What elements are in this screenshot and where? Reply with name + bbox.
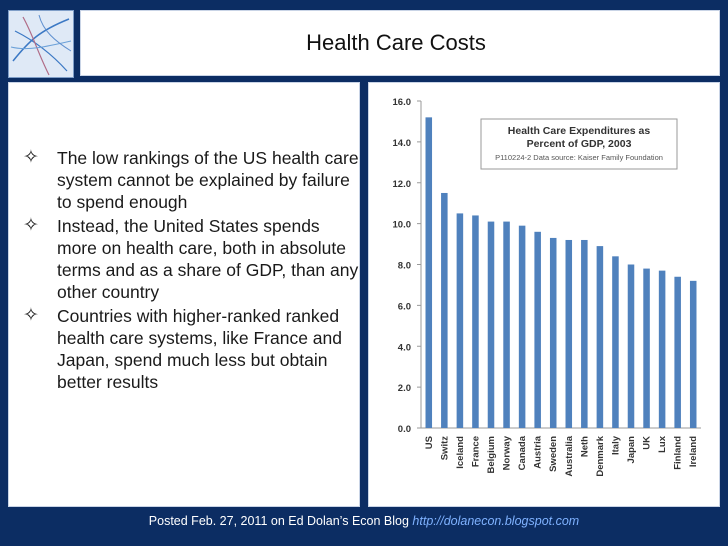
bar (425, 117, 433, 428)
chart-subtitle: P110224-2 Data source: Kaiser Family Fou… (495, 153, 663, 162)
x-tick-label: Austria (533, 435, 544, 468)
x-tick-label: Australia (564, 435, 575, 476)
bullet-item: ✧ Instead, the United States spends more… (19, 215, 359, 303)
chart-title: Percent of GDP, 2003 (527, 138, 632, 150)
diamond-bullet-icon: ✧ (23, 305, 39, 326)
slide-title: Health Care Costs (306, 30, 486, 55)
x-tick-label: Sweden (548, 436, 559, 472)
bar (674, 276, 681, 428)
diamond-bullet-icon: ✧ (23, 147, 39, 168)
x-tick-label: Lux (657, 435, 668, 453)
bar (518, 225, 526, 428)
footer-text: Posted Feb. 27, 2011 on Ed Dolan’s Econ … (148, 514, 409, 528)
x-tick-label: Belgium (486, 436, 497, 473)
x-tick-label: France (470, 436, 481, 467)
x-tick-label: Neth (579, 436, 590, 457)
x-tick-label: Italy (610, 435, 621, 455)
y-tick-label: 4.0 (398, 342, 411, 353)
bar (581, 239, 588, 428)
bar (456, 213, 464, 428)
bullet-text: Instead, the United States spends more o… (57, 216, 359, 302)
chart-title-box (480, 118, 678, 170)
x-tick-label: UK (642, 436, 653, 450)
x-tick-label: Denmark (595, 435, 606, 476)
bar (643, 268, 650, 428)
y-tick-label: 0.0 (398, 424, 411, 435)
y-tick-label: 14.0 (393, 138, 412, 149)
bullet-list: ✧ The low rankings of the US health care… (19, 147, 359, 395)
bar (565, 239, 573, 428)
bullet-item: ✧ The low rankings of the US health care… (19, 147, 359, 213)
bar (441, 192, 448, 428)
y-tick-label: 16.0 (393, 97, 412, 108)
text-panel: ✧ The low rankings of the US health care… (8, 82, 360, 507)
chart-title: Health Care Expenditures as (508, 125, 651, 137)
decorative-logo (8, 10, 74, 78)
title-bar: Health Care Costs (80, 10, 720, 76)
x-tick-label: Switz (439, 436, 450, 461)
bullet-item: ✧ Countries with higher-ranked ranked he… (19, 305, 359, 393)
x-tick-label: Finland (673, 436, 684, 470)
bar (534, 231, 541, 428)
abstract-swirl-icon (9, 11, 73, 77)
x-tick-label: Iceland (455, 436, 466, 469)
y-tick-label: 12.0 (393, 179, 412, 190)
y-tick-label: 10.0 (393, 220, 412, 231)
bar (627, 264, 635, 428)
chart-panel: 0.0 2.0 4.0 6.0 8.0 10.0 12.0 14.0 16.0 US Switz Ic… (368, 82, 720, 507)
bar (487, 221, 495, 428)
bullet-text: Countries with higher-ranked ranked heal… (57, 306, 342, 392)
y-tick-label: 8.0 (398, 261, 411, 272)
bar-chart: 0.0 2.0 4.0 6.0 8.0 10.0 12.0 14.0 16.0 US Switz Ic… (393, 97, 701, 477)
bar (596, 246, 604, 428)
bar (549, 237, 557, 428)
y-tick-label: 6.0 (398, 301, 411, 312)
x-tick-label: Canada (517, 435, 528, 470)
footer: Posted Feb. 27, 2011 on Ed Dolan’s Econ … (0, 514, 728, 528)
bar (612, 256, 619, 428)
x-tick-label: Norway (502, 435, 513, 470)
blog-link[interactable]: http://dolanecon.blogspot.com (412, 514, 580, 528)
x-tick-label: Ireland (688, 436, 699, 467)
bar (472, 215, 479, 428)
x-tick-label: Japan (626, 436, 637, 464)
bar (503, 221, 510, 428)
y-tick-label: 2.0 (398, 383, 411, 394)
x-tick-label: US (424, 436, 435, 449)
bar (689, 280, 697, 428)
diamond-bullet-icon: ✧ (23, 215, 39, 236)
bar (658, 270, 666, 428)
bullet-text: The low rankings of the US health care s… (57, 148, 359, 212)
